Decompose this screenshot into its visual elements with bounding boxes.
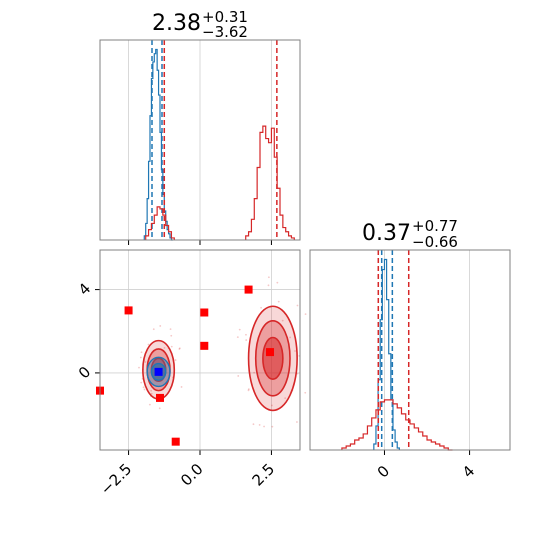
noise-point (245, 333, 247, 336)
red-contour-1-level-2 (262, 336, 284, 380)
title-bottom-right: 0.37 +0.77 −0.66 (362, 217, 458, 251)
noise-point (252, 423, 255, 426)
noise-point (236, 336, 239, 339)
y-tick-label-0: 4 (75, 279, 94, 298)
noise-point (150, 392, 153, 395)
noise-point (140, 381, 143, 384)
x-tick-label-2: 2.5 (249, 460, 279, 490)
y-tick-label-1: 0 (75, 363, 94, 382)
noise-point (247, 388, 250, 391)
title-1-sub: −3.62 (202, 23, 248, 41)
noise-point (267, 276, 270, 279)
noise-point (147, 343, 150, 346)
noise-point (245, 339, 248, 341)
noise-point (178, 347, 181, 350)
noise-point (260, 306, 262, 309)
noise-point (281, 319, 284, 322)
red-marker-point (200, 341, 209, 350)
x-tick-label-0: −2.5 (97, 460, 135, 498)
noise-point (180, 386, 183, 388)
top-left-frame (99, 39, 301, 241)
x-tick-label-1: 0.0 (177, 460, 207, 490)
title-top-left: 2.38 +0.31 −3.62 (152, 8, 248, 41)
red-marker-point (200, 308, 209, 317)
noise-point (247, 389, 250, 392)
noise-point (144, 361, 147, 363)
noise-point (304, 391, 307, 394)
noise-point (148, 403, 151, 406)
bottom-right-series-1-histogram (341, 399, 453, 451)
x-tick-label-0: 0 (374, 462, 393, 481)
noise-point (178, 348, 181, 350)
noise-point (150, 389, 153, 392)
noise-point (304, 313, 307, 316)
noise-point (253, 371, 256, 374)
noise-point (138, 366, 140, 369)
svg-text:2.38: 2.38 (152, 11, 201, 36)
noise-point (158, 407, 161, 410)
title-2-sub: −0.66 (412, 233, 458, 251)
red-marker-point (171, 437, 180, 446)
title-2-base: 0.37 (362, 221, 411, 246)
noise-point (142, 386, 145, 389)
noise-point (170, 345, 173, 348)
bottom-right-frame (309, 249, 511, 451)
panel-joint-contour: −2.5 0.0 2.5 4 0 (75, 249, 307, 499)
noise-point (263, 425, 265, 428)
noise-point (159, 325, 162, 327)
noise-point (170, 334, 173, 337)
noise-point (277, 300, 280, 303)
noise-point (237, 375, 240, 377)
joint-frame (99, 249, 301, 451)
noise-point (296, 421, 298, 423)
top-left-series-0-histogram (143, 48, 173, 241)
noise-point (294, 350, 296, 352)
noise-point (238, 328, 241, 331)
noise-point (289, 336, 292, 339)
noise-point (139, 356, 142, 359)
noise-point (169, 328, 172, 331)
red-marker-point (156, 393, 164, 402)
noise-point (174, 359, 177, 361)
noise-point (276, 281, 279, 284)
noise-point (267, 284, 270, 287)
title-1-base: 2.38 (152, 11, 201, 36)
noise-point (296, 304, 299, 307)
noise-point (284, 397, 287, 400)
noise-point (296, 372, 299, 375)
panel-top-left-histogram (99, 39, 301, 245)
noise-point (270, 404, 273, 407)
red-marker-point (266, 348, 274, 357)
noise-point (140, 351, 143, 354)
red-marker-point (244, 285, 253, 294)
x-tick-label-1: 4 (459, 462, 478, 481)
noise-point (271, 425, 274, 428)
top-left-series-1-histogram (145, 125, 295, 240)
title-1-sup: +0.31 (202, 8, 248, 26)
noise-point (152, 328, 155, 331)
noise-point (143, 388, 146, 391)
title-2-sup: +0.77 (412, 217, 458, 235)
blue-truth-marker (154, 367, 163, 376)
noise-point (258, 424, 261, 426)
noise-point (163, 346, 166, 349)
red-marker-point (124, 306, 133, 315)
